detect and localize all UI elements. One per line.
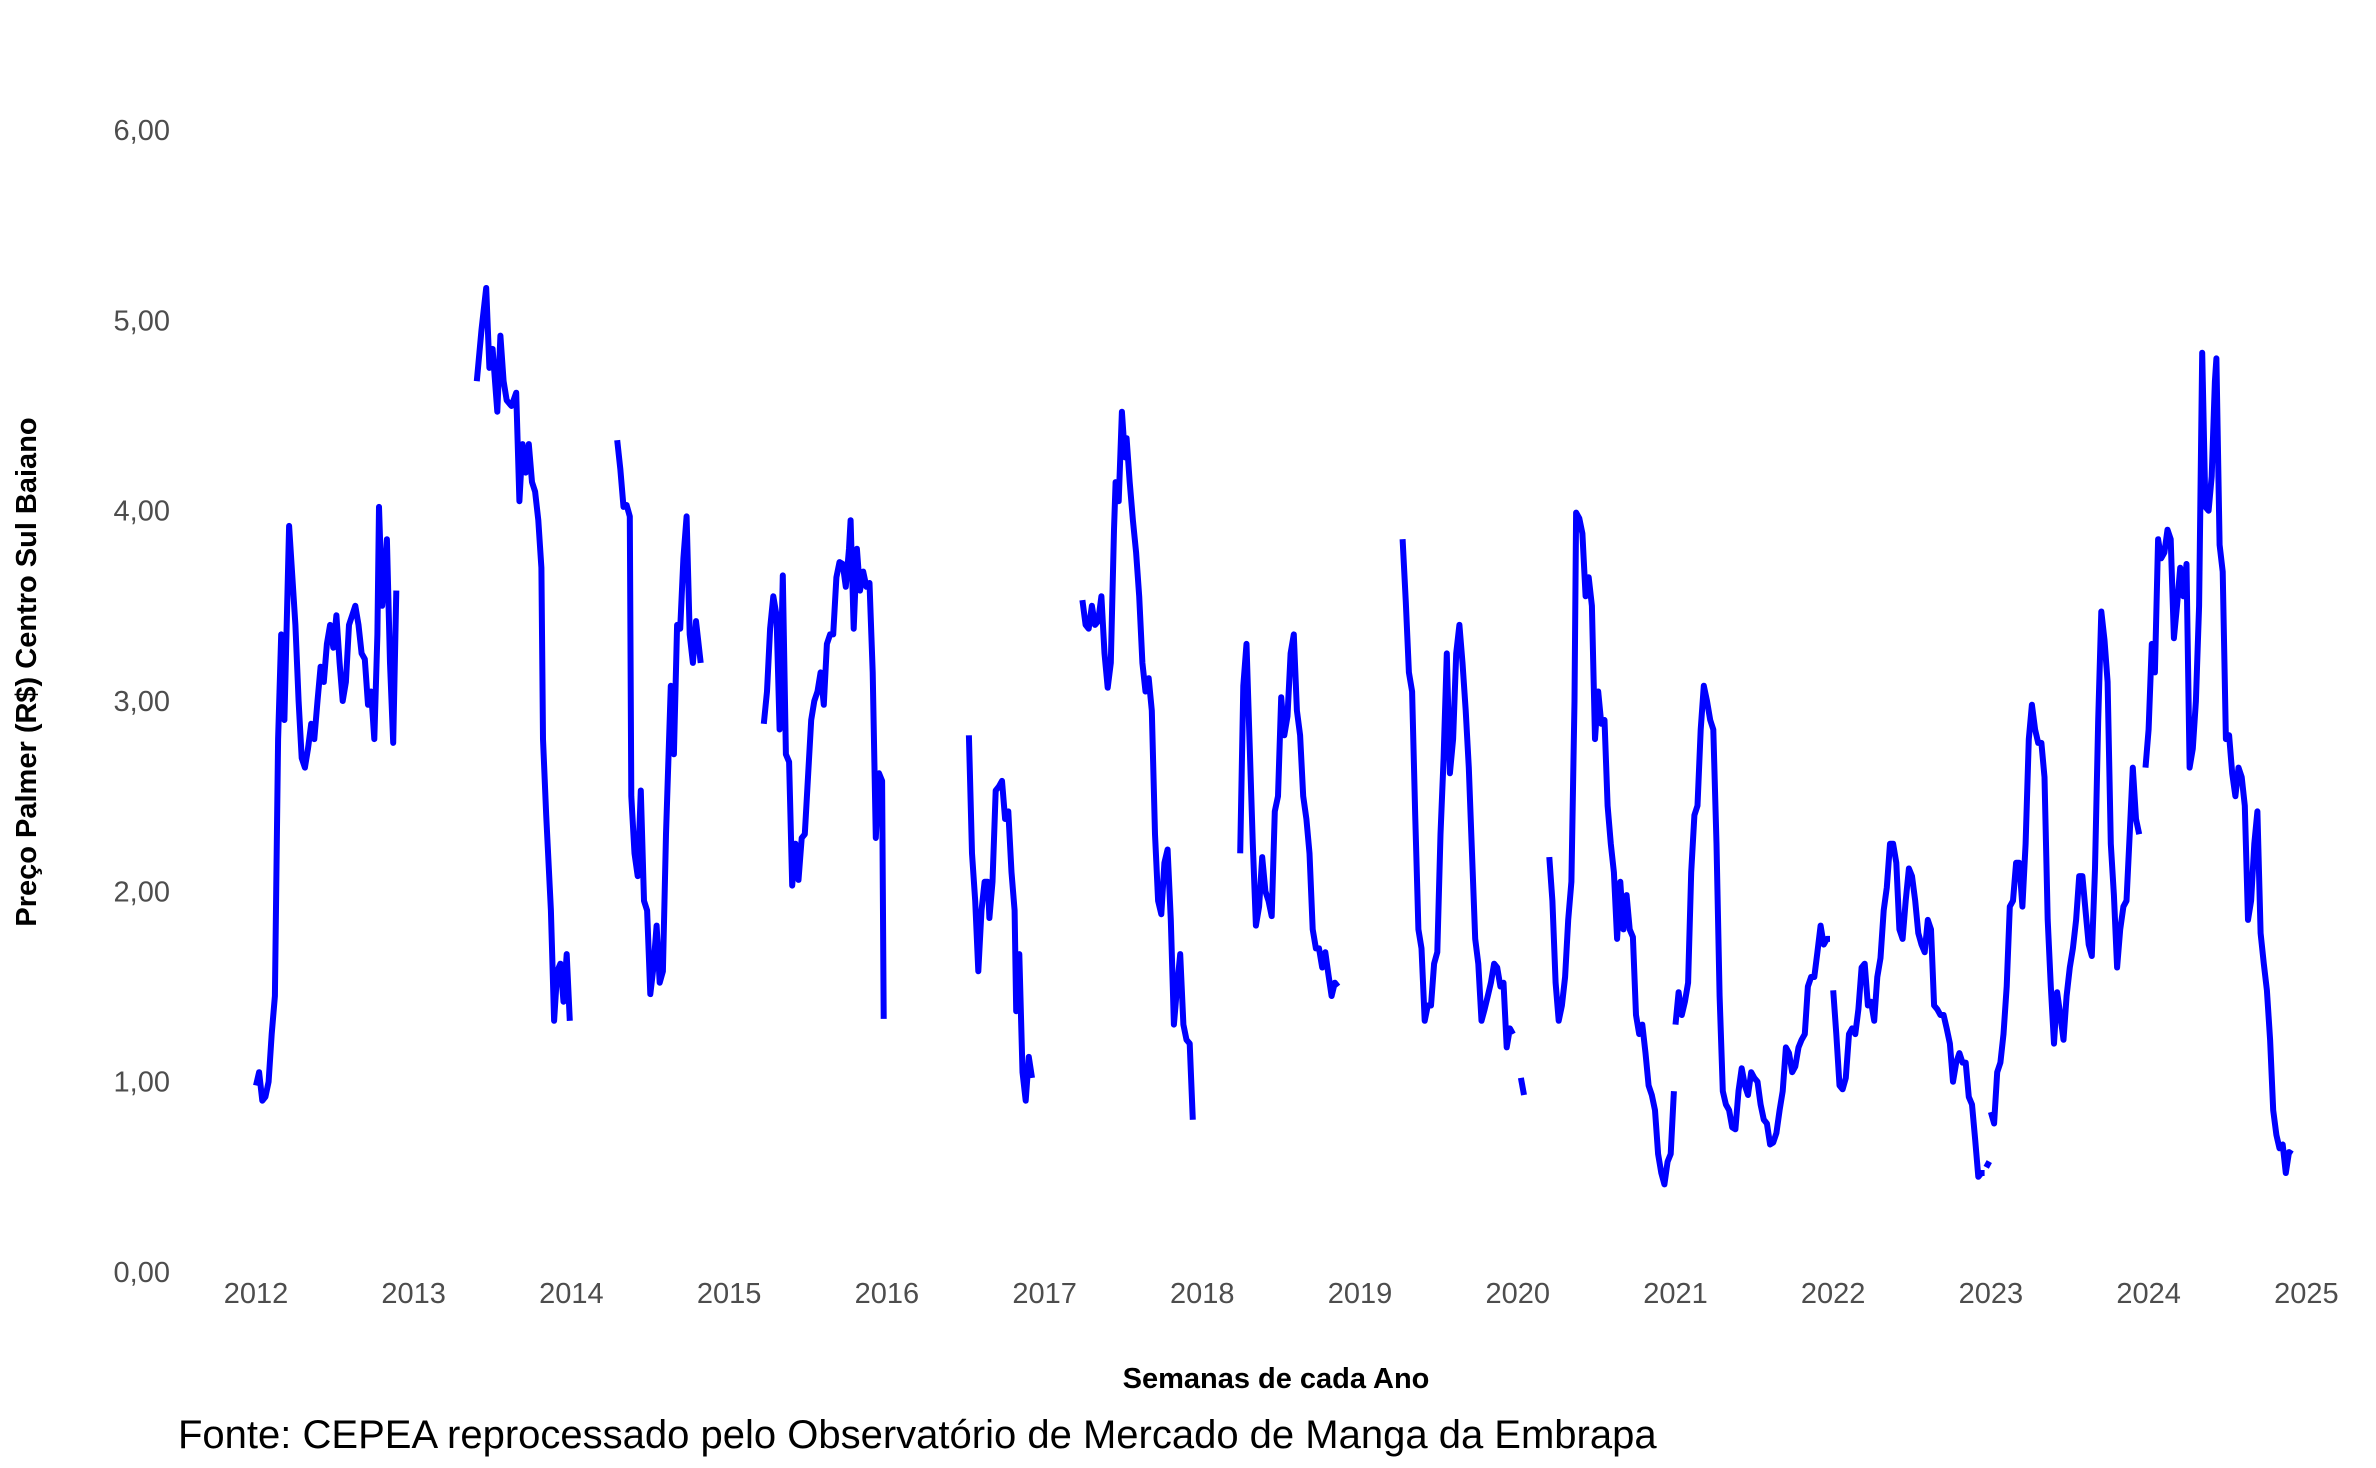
- x-tick-label: 2023: [1959, 1278, 2024, 1310]
- price-line-segment: [1672, 682, 1830, 1148]
- y-axis-ticks: 0,00 1,00 2,00 3,00 4,00 5,00 6,00: [114, 115, 170, 1289]
- x-axis-title: Semanas de cada Ano: [1123, 1363, 1430, 1395]
- series-lines: [253, 285, 2294, 1188]
- price-line-segment: [1517, 1077, 1527, 1096]
- y-tick-label: 2,00: [114, 876, 170, 908]
- x-tick-label: 2021: [1643, 1278, 1708, 1310]
- x-tick-label: 2013: [381, 1278, 446, 1310]
- price-line-segment: [1830, 840, 1985, 1180]
- y-tick-label: 6,00: [114, 115, 170, 147]
- price-line-segment: [1237, 631, 1341, 999]
- x-tick-label: 2014: [539, 1278, 604, 1310]
- x-axis-ticks: 2012 2013 2014 2015 2016 2017 2018 2019 2020 2021…: [224, 1278, 2339, 1310]
- x-tick-label: 2019: [1328, 1278, 1393, 1310]
- price-line-segment: [1399, 539, 1516, 1051]
- y-tick-label: 1,00: [114, 1067, 170, 1099]
- price-line-segment: [1983, 1160, 1992, 1169]
- x-tick-label: 2015: [697, 1278, 762, 1310]
- y-axis-title: Preço Palmer (R$) Centro Sul Baiano: [11, 417, 43, 926]
- price-line-segment: [614, 439, 704, 998]
- x-tick-label: 2017: [1012, 1278, 1077, 1310]
- price-line-segment: [760, 517, 887, 1019]
- x-tick-label: 2012: [224, 1278, 289, 1310]
- y-tick-label: 0,00: [114, 1257, 170, 1289]
- y-tick-label: 3,00: [114, 686, 170, 718]
- price-line-segment: [2142, 349, 2294, 1176]
- x-tick-label: 2022: [1801, 1278, 1866, 1310]
- price-line-segment: [965, 735, 1035, 1104]
- source-caption: Fonte: CEPEA reprocessado pelo Observató…: [178, 1413, 1657, 1457]
- price-line-segment: [1546, 509, 1677, 1188]
- price-line-segment: [1079, 408, 1196, 1120]
- price-line-segment: [473, 285, 573, 1024]
- price-line-segment: [1988, 608, 2143, 1127]
- y-tick-label: 5,00: [114, 305, 170, 337]
- x-tick-label: 2025: [2274, 1278, 2339, 1310]
- x-tick-label: 2016: [855, 1278, 920, 1310]
- x-tick-label: 2024: [2116, 1278, 2181, 1310]
- x-tick-label: 2018: [1170, 1278, 1235, 1310]
- price-line-segment: [253, 503, 400, 1104]
- x-tick-label: 2020: [1485, 1278, 1550, 1310]
- y-tick-label: 4,00: [114, 496, 170, 528]
